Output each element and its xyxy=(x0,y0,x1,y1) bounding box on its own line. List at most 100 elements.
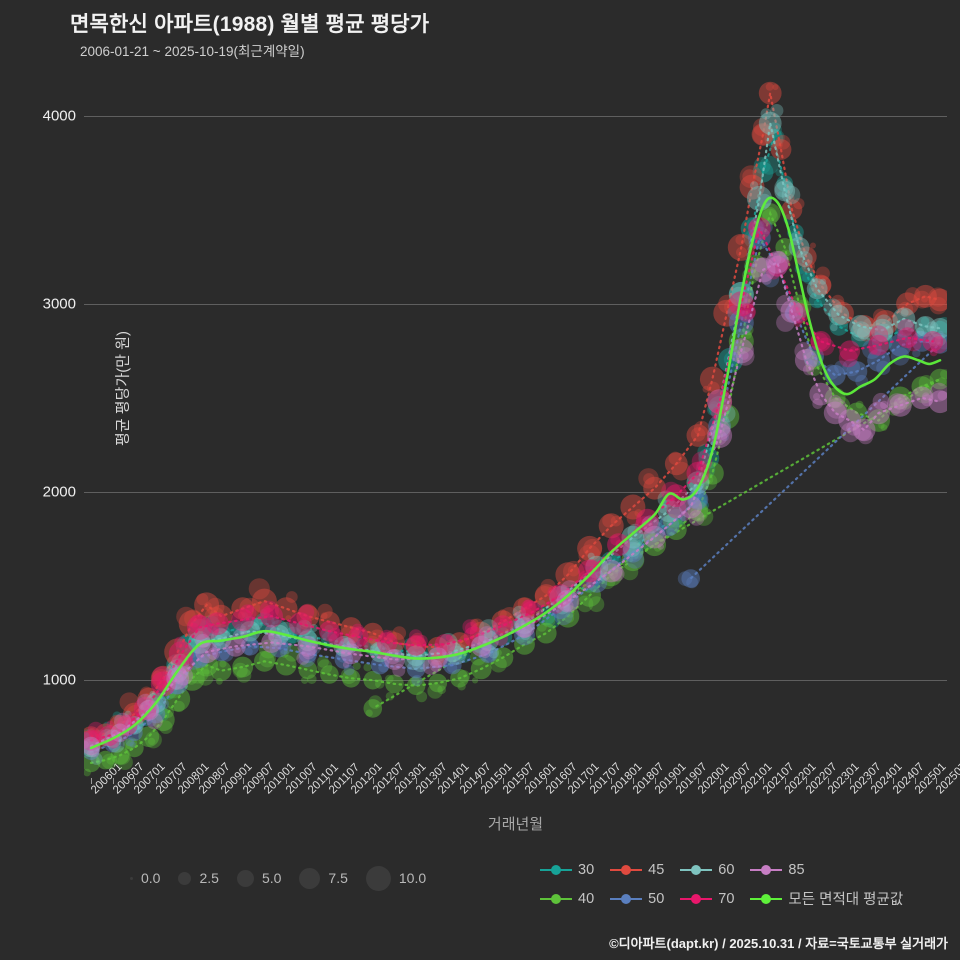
size-legend-bubble xyxy=(299,867,321,889)
data-point xyxy=(766,264,781,280)
data-point xyxy=(921,392,931,401)
x-axis-tick-mark xyxy=(177,778,179,784)
data-point xyxy=(625,550,644,569)
data-point xyxy=(513,597,536,620)
data-point xyxy=(812,398,823,410)
data-point xyxy=(820,278,827,285)
size-legend-label: 0.0 xyxy=(141,870,161,886)
data-point xyxy=(244,647,253,656)
data-point xyxy=(774,178,794,198)
data-point xyxy=(773,250,786,264)
data-point xyxy=(776,254,783,261)
data-point xyxy=(517,629,528,640)
data-point xyxy=(102,721,112,731)
data-point xyxy=(750,257,776,283)
data-point xyxy=(375,679,385,689)
data-point xyxy=(514,611,522,619)
color-legend-item-40[interactable]: 40 xyxy=(540,891,594,907)
size-legend-item: 5.0 xyxy=(236,869,282,887)
data-point xyxy=(662,514,677,529)
data-point xyxy=(216,677,223,685)
series-line xyxy=(89,92,942,738)
data-point xyxy=(392,663,406,677)
data-point xyxy=(622,539,641,558)
color-legend-item-60[interactable]: 60 xyxy=(680,862,734,878)
data-point xyxy=(127,711,141,724)
data-point xyxy=(549,586,573,609)
data-point xyxy=(526,637,534,645)
data-point xyxy=(643,533,666,557)
data-point xyxy=(492,615,514,636)
size-legend-label: 5.0 xyxy=(261,870,282,886)
color-legend-item-45[interactable]: 45 xyxy=(610,862,664,878)
data-point xyxy=(500,621,513,634)
data-point xyxy=(602,514,616,528)
data-point xyxy=(758,111,782,135)
data-point xyxy=(831,396,851,415)
series-85 xyxy=(84,250,947,758)
data-point xyxy=(829,396,841,408)
data-point xyxy=(146,712,163,730)
data-point xyxy=(871,331,893,352)
data-point xyxy=(565,609,575,618)
data-point xyxy=(762,270,780,288)
data-point xyxy=(774,180,796,202)
data-point xyxy=(828,394,842,408)
data-point xyxy=(564,613,575,623)
data-point xyxy=(829,317,849,336)
data-point xyxy=(842,358,860,377)
series-60 xyxy=(84,104,947,765)
data-point xyxy=(426,644,441,659)
data-point xyxy=(288,622,302,635)
data-point xyxy=(84,736,101,756)
x-axis-tick-mark xyxy=(394,778,396,784)
data-point xyxy=(196,593,209,606)
data-point xyxy=(688,510,705,526)
data-point xyxy=(547,585,562,600)
data-point xyxy=(586,571,608,593)
data-point xyxy=(831,316,838,324)
data-point xyxy=(298,644,318,664)
color-legend-item-50[interactable]: 50 xyxy=(610,891,664,907)
data-point xyxy=(897,319,915,336)
data-point xyxy=(754,257,770,273)
data-point xyxy=(914,327,925,337)
data-point xyxy=(567,565,580,577)
data-point xyxy=(298,604,315,620)
data-point xyxy=(470,618,484,632)
data-point xyxy=(880,400,889,410)
data-point xyxy=(921,394,934,407)
x-axis-tick-mark xyxy=(416,778,418,784)
data-point xyxy=(434,634,456,655)
data-point xyxy=(753,157,771,174)
data-point xyxy=(808,285,818,295)
data-point xyxy=(828,304,850,326)
data-point xyxy=(780,255,788,262)
data-point xyxy=(838,348,858,368)
data-point xyxy=(588,596,605,613)
data-point xyxy=(258,639,278,659)
color-legend-item-모든 면적대 평균값[interactable]: 모든 면적대 평균값 xyxy=(750,888,903,909)
data-point xyxy=(237,611,246,620)
data-point xyxy=(759,203,781,224)
data-point xyxy=(724,298,741,315)
data-point xyxy=(753,118,772,137)
data-point xyxy=(490,655,507,673)
data-point xyxy=(600,575,607,582)
data-point xyxy=(739,174,765,200)
color-legend-item-70[interactable]: 70 xyxy=(680,891,734,907)
color-legend-item-30[interactable]: 30 xyxy=(540,862,594,878)
data-point xyxy=(929,317,947,339)
data-point xyxy=(810,274,832,296)
data-point xyxy=(815,266,830,281)
data-point xyxy=(148,737,156,746)
data-point xyxy=(873,308,888,324)
data-point xyxy=(937,330,944,337)
data-point xyxy=(194,592,220,618)
data-point xyxy=(883,326,892,335)
data-point xyxy=(775,168,784,177)
data-point xyxy=(563,560,585,583)
color-legend-item-85[interactable]: 85 xyxy=(750,862,805,878)
data-point xyxy=(449,632,470,653)
data-point xyxy=(197,656,208,667)
